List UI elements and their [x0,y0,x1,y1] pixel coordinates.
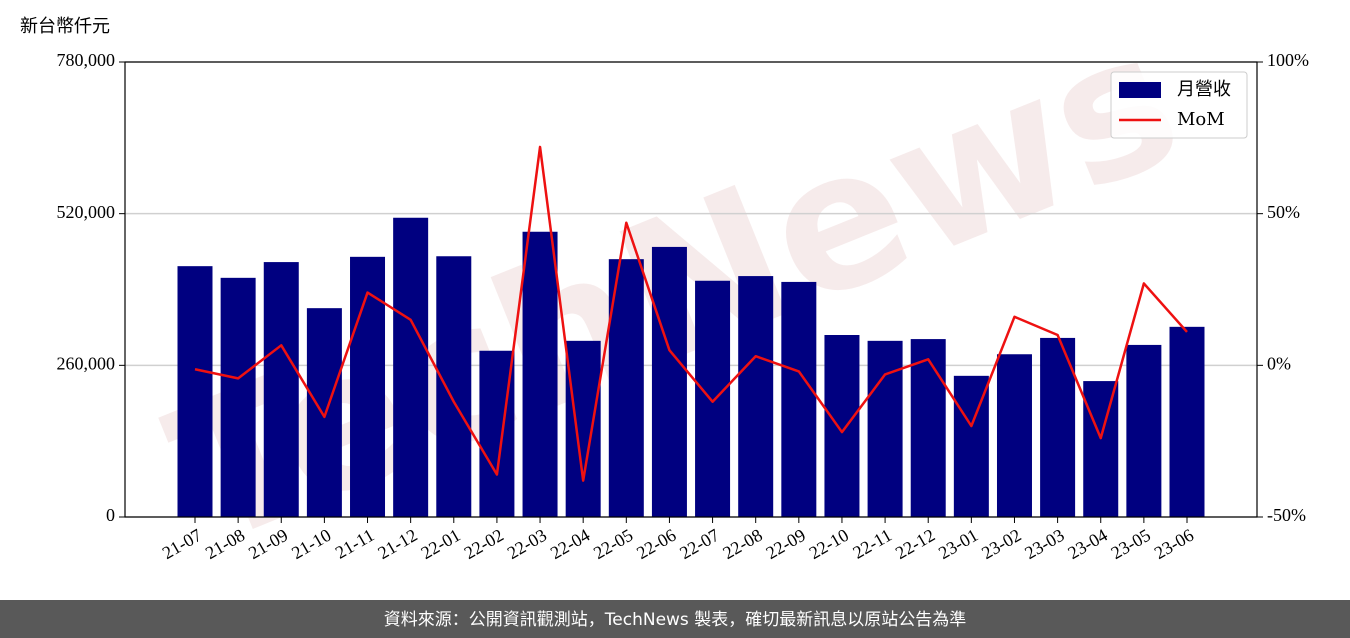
x-tick-label: 23-02 [978,525,1024,563]
bar [393,217,429,517]
y-tick-label: 780,000 [57,50,116,70]
bar [608,259,644,517]
x-tick-label: 22-01 [417,525,463,563]
x-tick-label: 22-11 [849,525,895,563]
bar [263,262,299,517]
bar [177,266,213,517]
x-tick-label: 22-05 [590,525,636,563]
x-tick-label: 22-02 [461,525,507,563]
legend-label: MoM [1177,109,1225,130]
x-tick-label: 22-06 [633,525,679,563]
x-tick-label: 23-01 [935,525,981,563]
bar [996,354,1032,517]
y-tick-label: 0 [106,505,115,525]
legend-swatch [1119,82,1161,98]
x-tick-label: 23-05 [1108,525,1154,563]
bar [867,340,903,517]
bar [1126,344,1162,517]
bar [1083,381,1119,517]
bar [220,277,256,517]
bar [738,276,774,517]
footer: 資料來源：公開資訊觀測站，TechNews 製表，確切最新訊息以原站公告為準 [384,610,966,630]
y2-tick-label: 50% [1267,202,1300,222]
x-tick-label: 22-12 [892,525,938,563]
x-tick-label: 23-06 [1151,525,1197,563]
x-tick-label: 22-04 [547,525,593,563]
bar [565,340,601,517]
bar [695,280,731,517]
legend-label: 月營收 [1177,79,1231,100]
x-tick-label: 22-03 [504,525,550,563]
bar [781,281,817,517]
x-tick-label: 22-08 [719,525,765,563]
bar [1040,337,1076,517]
y-tick-label: 520,000 [57,202,116,222]
x-tick-label: 22-10 [806,525,852,563]
unit-label: 新台幣仟元 [20,16,110,37]
footer-bar [0,600,1350,638]
y2-tick-label: 0% [1267,353,1291,373]
bar [1169,326,1205,517]
x-tick-label: 22-09 [763,525,809,563]
y-tick-label: 260,000 [57,353,116,373]
bar [824,335,860,517]
x-tick-label: 22-07 [676,525,722,563]
plot-frame [124,61,1258,518]
bar [910,339,946,517]
x-tick-label: 23-03 [1021,525,1067,563]
x-tick-label: 21-07 [159,525,205,563]
bar [306,308,342,517]
bar [651,246,687,517]
y2-tick-label: -50% [1267,505,1306,525]
line [194,145,1188,482]
y2-tick-label: 100% [1267,50,1309,70]
x-tick-label: 21-12 [374,525,420,563]
x-tick-label: 23-04 [1064,525,1110,563]
bar [436,256,472,517]
bar [522,231,558,517]
